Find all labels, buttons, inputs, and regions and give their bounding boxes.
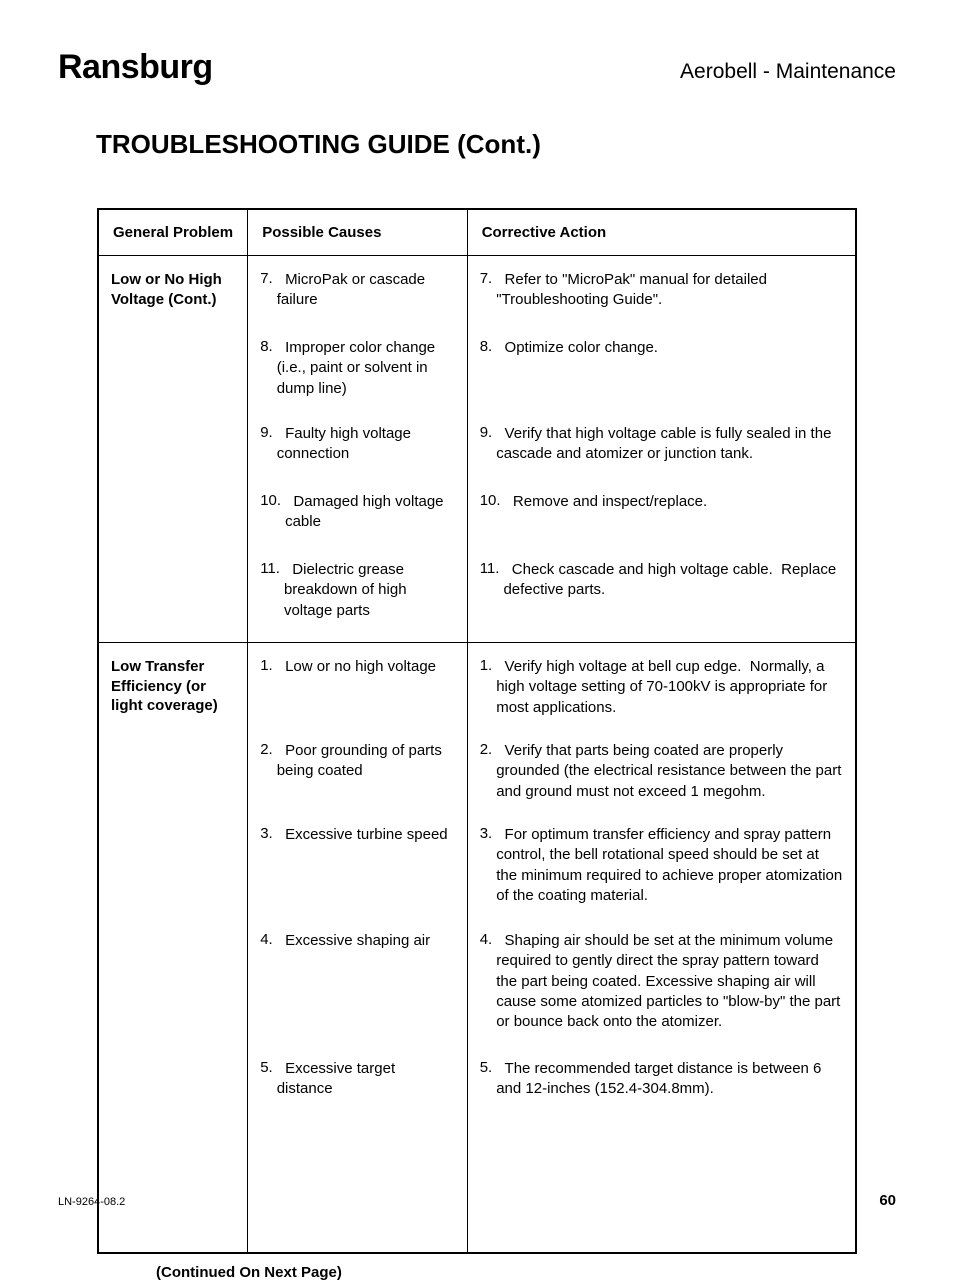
- list-number: 3.: [260, 825, 273, 913]
- action-item: 5. The recommended target distance is be…: [480, 1059, 843, 1100]
- page-title: TROUBLESHOOTING GUIDE (Cont.): [96, 129, 896, 160]
- action-item: 9. Verify that high voltage cable is ful…: [480, 424, 843, 474]
- table-row: Low Transfer Efficiency (or light covera…: [98, 643, 856, 1253]
- cause-item: 9. Faulty high voltage connection: [260, 424, 454, 474]
- brand-logo-text: Ransburg: [58, 48, 213, 87]
- cause-item: 11. Dielectric grease breakdown of high …: [260, 560, 454, 628]
- action-text: Check cascade and high voltage cable. Re…: [503, 560, 843, 628]
- list-number: 10.: [260, 492, 281, 542]
- document-code: LN-9264-08.2: [58, 1196, 125, 1208]
- cause-text: Excessive shaping air: [277, 931, 455, 1041]
- cause-text: Faulty high voltage connection: [277, 424, 455, 474]
- action-item: 3. For optimum transfer efficiency and s…: [480, 825, 843, 913]
- list-number: 2.: [480, 741, 493, 807]
- action-item: 8. Optimize color change.: [480, 338, 843, 406]
- table-row: Low or No High Voltage (Cont.) 7. MicroPa…: [98, 256, 856, 643]
- list-number: 1.: [480, 657, 493, 723]
- action-text: Verify that high voltage cable is fully …: [496, 424, 843, 474]
- list-number: 2.: [260, 741, 273, 807]
- list-number: 8.: [480, 338, 493, 406]
- list-number: 5.: [260, 1059, 273, 1100]
- action-text: Verify that parts being coated are prope…: [496, 741, 843, 807]
- action-text: Refer to "MicroPak" manual for detailed …: [496, 270, 843, 320]
- action-text: Optimize color change.: [496, 338, 843, 406]
- cause-text: Excessive target distance: [277, 1059, 455, 1100]
- action-text: The recommended target distance is betwe…: [496, 1059, 843, 1100]
- cause-item: 3. Excessive turbine speed: [260, 825, 454, 913]
- cause-text: Poor grounding of parts being coated: [277, 741, 455, 807]
- action-item: 2. Verify that parts being coated are pr…: [480, 741, 843, 807]
- cause-text: Excessive turbine speed: [277, 825, 455, 913]
- page-number: 60: [879, 1192, 896, 1209]
- continued-note: (Continued On Next Page): [156, 1264, 896, 1281]
- list-number: 1.: [260, 657, 273, 723]
- col-header-problem: General Problem: [98, 209, 248, 256]
- list-number: 10.: [480, 492, 501, 542]
- cause-text: Improper color change (i.e., paint or so…: [277, 338, 455, 406]
- cause-text: Low or no high voltage: [277, 657, 455, 723]
- cause-item: 5. Excessive target distance: [260, 1059, 454, 1100]
- list-number: 4.: [480, 931, 493, 1041]
- list-number: 7.: [480, 270, 493, 320]
- list-number: 7.: [260, 270, 273, 320]
- cause-item: 8. Improper color change (i.e., paint or…: [260, 338, 454, 406]
- action-item: 11. Check cascade and high voltage cable…: [480, 560, 843, 628]
- cause-item: 2. Poor grounding of parts being coated: [260, 741, 454, 807]
- col-header-action: Corrective Action: [467, 209, 856, 256]
- list-number: 8.: [260, 338, 273, 406]
- page-header: Ransburg Aerobell - Maintenance: [58, 48, 896, 87]
- action-text: Shaping air should be set at the minimum…: [496, 931, 843, 1041]
- action-item: 7. Refer to "MicroPak" manual for detail…: [480, 270, 843, 320]
- list-number: 9.: [260, 424, 273, 474]
- list-number: 11.: [260, 560, 280, 628]
- spacer: [480, 1118, 843, 1238]
- cause-item: 10. Damaged high voltage cable: [260, 492, 454, 542]
- problem-label: Low or No High Voltage (Cont.): [99, 256, 247, 309]
- cause-item: 7. MicroPak or cascade failure: [260, 270, 454, 320]
- cause-item: 1. Low or no high voltage: [260, 657, 454, 723]
- troubleshooting-table: General Problem Possible Causes Correcti…: [97, 208, 857, 1254]
- section-title: Aerobell - Maintenance: [680, 60, 896, 84]
- list-number: 3.: [480, 825, 493, 913]
- cause-item: 4. Excessive shaping air: [260, 931, 454, 1041]
- cause-text: MicroPak or cascade failure: [277, 270, 455, 320]
- col-header-causes: Possible Causes: [248, 209, 467, 256]
- cause-text: Dielectric grease breakdown of high volt…: [284, 560, 455, 628]
- problem-label: Low Transfer Efficiency (or light covera…: [99, 643, 247, 716]
- list-number: 5.: [480, 1059, 493, 1100]
- action-item: 4. Shaping air should be set at the mini…: [480, 931, 843, 1041]
- action-text: For optimum transfer efficiency and spra…: [496, 825, 843, 913]
- list-number: 9.: [480, 424, 493, 474]
- list-number: 4.: [260, 931, 273, 1041]
- cause-text: Damaged high voltage cable: [285, 492, 455, 542]
- action-item: 1. Verify high voltage at bell cup edge.…: [480, 657, 843, 723]
- page-footer: LN-9264-08.2 60: [58, 1192, 896, 1209]
- action-text: Verify high voltage at bell cup edge. No…: [496, 657, 843, 723]
- action-text: Remove and inspect/replace.: [505, 492, 843, 542]
- list-number: 11.: [480, 560, 500, 628]
- table-header-row: General Problem Possible Causes Correcti…: [98, 209, 856, 256]
- table-body: Low or No High Voltage (Cont.) 7. MicroPa…: [98, 256, 856, 1253]
- action-item: 10. Remove and inspect/replace.: [480, 492, 843, 542]
